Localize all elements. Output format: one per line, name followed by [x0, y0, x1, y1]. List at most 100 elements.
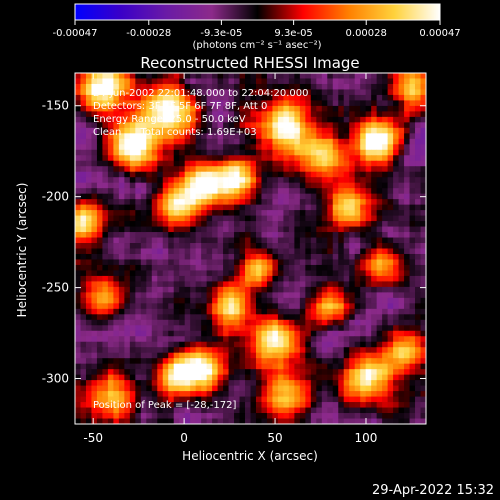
- heatmap-cell: [245, 330, 251, 337]
- heatmap-cell: [217, 100, 224, 107]
- heatmap-cell: [250, 155, 257, 162]
- heatmap-cell: [398, 352, 405, 359]
- heatmap-cell: [288, 215, 295, 222]
- heatmap-cell: [113, 182, 120, 189]
- heatmap-cell: [376, 166, 383, 173]
- heatmap-cell: [179, 166, 186, 173]
- heatmap-cell: [146, 94, 153, 101]
- heatmap-cell: [168, 127, 175, 134]
- heatmap-cell: [85, 221, 92, 227]
- heatmap-cell: [382, 188, 389, 195]
- heatmap-cell: [327, 336, 334, 343]
- heatmap-cell: [129, 281, 136, 288]
- heatmap-cell: [151, 308, 158, 315]
- heatmap-cell: [124, 396, 131, 403]
- heatmap-cell: [404, 89, 410, 96]
- heatmap-cell: [80, 369, 87, 376]
- heatmap-cell: [113, 336, 120, 343]
- heatmap-cell: [151, 297, 158, 304]
- heatmap-cell: [206, 215, 213, 222]
- heatmap-cell: [245, 111, 251, 118]
- heatmap-cell: [96, 352, 103, 359]
- heatmap-cell: [327, 407, 334, 414]
- heatmap-cell: [179, 111, 186, 118]
- heatmap-cell: [228, 281, 235, 288]
- heatmap-cell: [228, 380, 235, 387]
- heatmap-cell: [288, 171, 295, 178]
- heatmap-cell: [360, 413, 367, 419]
- heatmap-cell: [206, 210, 213, 216]
- heatmap-cell: [179, 149, 186, 156]
- heatmap-cell: [415, 363, 421, 370]
- heatmap-cell: [250, 210, 257, 216]
- heatmap-cell: [327, 133, 334, 140]
- heatmap-cell: [266, 292, 273, 299]
- heatmap-cell: [354, 177, 361, 184]
- heatmap-cell: [283, 105, 290, 112]
- heatmap-cell: [272, 347, 279, 354]
- heatmap-cell: [102, 204, 109, 211]
- heatmap-cell: [371, 369, 378, 376]
- heatmap-cell: [239, 232, 246, 238]
- heatmap-cell: [360, 94, 367, 101]
- heatmap-cell: [398, 347, 405, 354]
- heatmap-cell: [387, 391, 394, 397]
- heatmap-cell: [118, 286, 125, 293]
- heatmap-cell: [184, 253, 191, 260]
- heatmap-cell: [420, 264, 426, 271]
- heatmap-cell: [365, 248, 372, 255]
- heatmap-cell: [91, 199, 98, 206]
- heatmap-cell: [223, 221, 229, 227]
- heatmap-cell: [316, 396, 323, 403]
- heatmap-cell: [277, 374, 284, 381]
- heatmap-cell: [299, 89, 306, 96]
- heatmap-cell: [151, 166, 158, 173]
- heatmap-cell: [201, 116, 208, 123]
- heatmap-cell: [228, 149, 235, 156]
- heatmap-cell: [332, 83, 339, 90]
- heatmap-cell: [102, 111, 109, 118]
- heatmap-cell: [157, 407, 164, 414]
- heatmap-cell: [124, 144, 131, 151]
- heatmap-cell: [129, 325, 136, 332]
- heatmap-cell: [179, 380, 186, 387]
- heatmap-cell: [118, 325, 125, 332]
- heatmap-cell: [294, 413, 301, 419]
- heatmap-cell: [404, 385, 410, 392]
- heatmap-cell: [305, 396, 312, 403]
- heatmap-cell: [398, 100, 405, 107]
- heatmap-cell: [327, 94, 334, 101]
- heatmap-cell: [129, 73, 136, 79]
- heatmap-cell: [393, 358, 399, 365]
- heatmap-cell: [338, 347, 345, 354]
- heatmap-cell: [75, 149, 81, 156]
- heatmap-cell: [261, 413, 268, 419]
- heatmap-cell: [80, 352, 87, 359]
- heatmap-cell: [382, 204, 389, 211]
- heatmap-cell: [80, 336, 87, 343]
- heatmap-cell: [409, 138, 416, 145]
- heatmap-cell: [234, 83, 240, 90]
- heatmap-cell: [310, 226, 317, 233]
- heatmap-cell: [420, 160, 426, 167]
- heatmap-cell: [349, 116, 356, 123]
- heatmap-cell: [118, 341, 125, 348]
- heatmap-cell: [201, 105, 208, 112]
- heatmap-cell: [124, 215, 131, 222]
- heatmap-cell: [415, 127, 421, 134]
- heatmap-cell: [157, 374, 164, 381]
- heatmap-cell: [299, 204, 306, 211]
- heatmap-cell: [190, 385, 197, 392]
- heatmap-cell: [75, 94, 81, 101]
- heatmap-cell: [387, 369, 394, 376]
- heatmap-cell: [75, 100, 81, 107]
- heatmap-cell: [195, 182, 202, 189]
- heatmap-cell: [354, 138, 361, 145]
- heatmap-cell: [80, 248, 87, 255]
- heatmap-cell: [168, 155, 175, 162]
- heatmap-cell: [338, 363, 345, 370]
- heatmap-cell: [107, 133, 114, 140]
- heatmap-cell: [184, 221, 191, 227]
- heatmap-cell: [217, 221, 224, 227]
- heatmap-cell: [387, 210, 394, 216]
